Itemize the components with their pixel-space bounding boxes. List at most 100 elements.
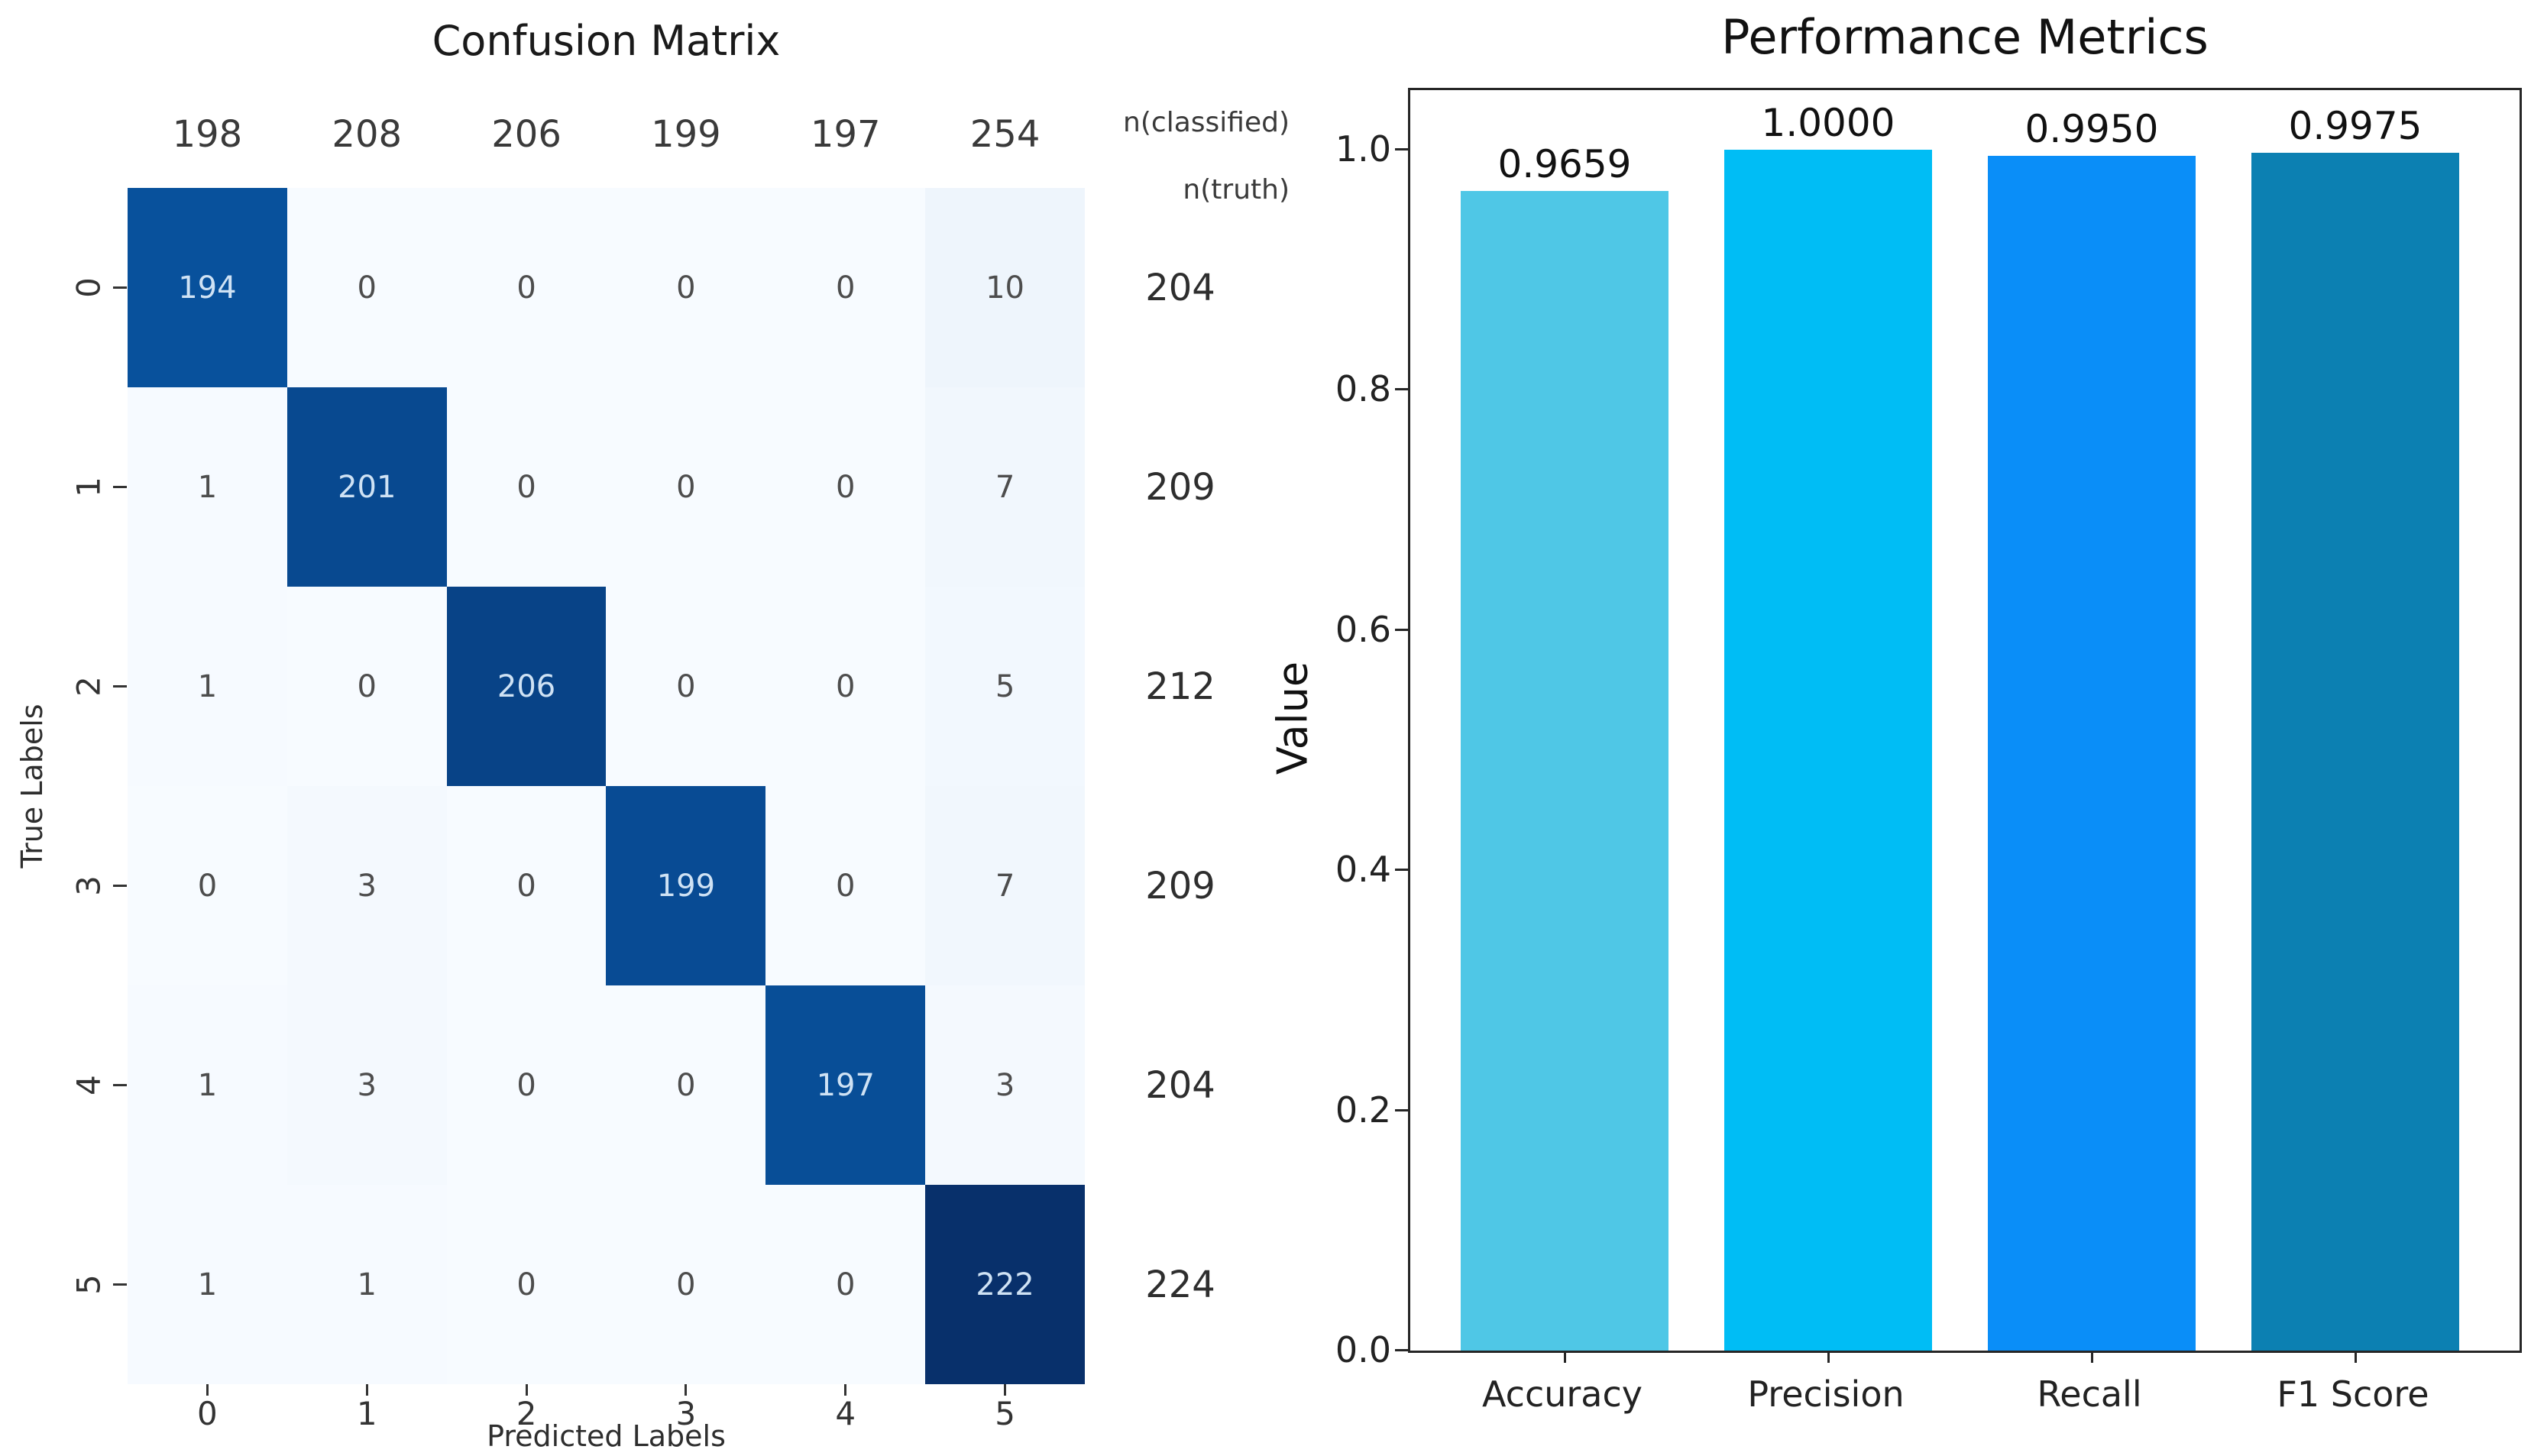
matrix-cell-r3c2: 0 — [446, 786, 607, 985]
matrix-cell-r0c2: 0 — [446, 188, 607, 387]
row-total-0: 204 — [1145, 266, 1215, 309]
bar-category-label-f1-score: F1 Score — [2277, 1373, 2429, 1415]
matrix-cell-r4c5: 3 — [925, 985, 1085, 1185]
matrix-cell-r1c5: 7 — [925, 387, 1085, 587]
matrix-cell-r5c5: 222 — [925, 1185, 1085, 1384]
matrix-cell-r1c2: 0 — [446, 387, 607, 587]
x-tick-label-0: 0 — [197, 1394, 218, 1432]
bar-ytick-label-1: 0.2 — [1335, 1089, 1391, 1131]
matrix-cell-r4c3: 0 — [606, 985, 766, 1185]
bar-recall — [1988, 156, 2196, 1351]
bar-ytick-label-4: 0.8 — [1335, 368, 1391, 410]
matrix-cell-r5c3: 0 — [606, 1185, 766, 1384]
x-tick-mark-1 — [287, 1384, 447, 1396]
x-tick-label-3: 3 — [675, 1394, 697, 1432]
n-truth-header: n(truth) — [1183, 174, 1290, 205]
bar-f1-score — [2251, 153, 2459, 1351]
bar-category-label-recall: Recall — [2037, 1373, 2142, 1415]
x-axis-tick-marks — [128, 1384, 1085, 1396]
x-axis-tick-labels: 0 1 2 3 4 5 — [128, 1393, 1085, 1433]
x-tick-mark-5 — [925, 1384, 1085, 1396]
matrix-cell-r4c1: 3 — [286, 985, 447, 1185]
x-tick-label-1: 1 — [356, 1394, 377, 1432]
row-total-2: 212 — [1145, 665, 1215, 708]
bar-chart-title: Performance Metrics — [1721, 9, 2209, 65]
bar-xtick-mark-2 — [2091, 1351, 2093, 1363]
bar-chart-category-labels: Accuracy Precision Recall F1 Score — [1408, 1373, 2522, 1427]
col-total-0: 198 — [172, 113, 243, 156]
matrix-cell-r0c3: 0 — [606, 188, 766, 387]
bar-ytick-label-3: 0.6 — [1335, 608, 1391, 650]
y-axis-tick-marks — [112, 188, 127, 1384]
bar-value-precision: 1.0000 — [1761, 101, 1895, 145]
column-totals-row: 198 208 206 199 197 254 — [128, 112, 1085, 157]
col-total-5: 254 — [969, 113, 1041, 156]
y-tick-mark-1 — [112, 387, 127, 587]
matrix-cell-r0c5: 10 — [925, 188, 1085, 387]
bar-xtick-mark-3 — [2355, 1351, 2357, 1363]
matrix-cell-r4c2: 0 — [446, 985, 607, 1185]
matrix-cell-r1c4: 0 — [765, 387, 926, 587]
matrix-cell-r3c5: 7 — [925, 786, 1085, 985]
bar-ytick-mark-4 — [1395, 388, 1408, 391]
y-axis-label: True Labels — [15, 704, 49, 869]
matrix-cell-r3c3: 199 — [606, 786, 766, 985]
bar-accuracy — [1461, 191, 1668, 1351]
x-tick-mark-4 — [765, 1384, 925, 1396]
bar-chart-y-axis-label: Value — [1268, 661, 1317, 775]
matrix-cell-r5c2: 0 — [446, 1185, 607, 1384]
matrix-cell-r3c1: 3 — [286, 786, 447, 985]
matrix-cell-r1c0: 1 — [128, 387, 287, 587]
matrix-cell-r5c4: 0 — [765, 1185, 926, 1384]
bar-precision — [1724, 150, 1932, 1351]
matrix-cell-r2c4: 0 — [765, 587, 926, 786]
x-tick-mark-3 — [606, 1384, 765, 1396]
x-tick-mark-0 — [128, 1384, 287, 1396]
row-total-3: 209 — [1145, 864, 1215, 908]
bar-category-label-accuracy: Accuracy — [1481, 1373, 1643, 1415]
matrix-cell-r2c1: 0 — [286, 587, 447, 786]
x-tick-label-5: 5 — [995, 1394, 1015, 1432]
matrix-cell-r3c0: 0 — [128, 786, 287, 985]
bar-category-label-precision: Precision — [1747, 1373, 1905, 1415]
col-total-4: 197 — [810, 113, 881, 156]
matrix-cell-r1c3: 0 — [606, 387, 766, 587]
matrix-cell-r0c0: 194 — [128, 188, 287, 387]
col-total-3: 199 — [651, 113, 721, 156]
confusion-matrix-title: Confusion Matrix — [432, 17, 781, 65]
matrix-cell-r1c1: 201 — [286, 387, 447, 587]
bar-ytick-mark-1 — [1395, 1108, 1408, 1111]
bar-value-accuracy: 0.9659 — [1497, 142, 1632, 186]
matrix-cell-r4c4: 197 — [765, 985, 926, 1185]
matrix-cell-r5c0: 1 — [128, 1185, 287, 1384]
y-tick-mark-0 — [112, 188, 127, 387]
bar-ytick-label-2: 0.4 — [1335, 849, 1391, 891]
matrix-cell-r2c2: 206 — [446, 587, 607, 786]
matrix-cell-r3c4: 0 — [765, 786, 926, 985]
row-total-5: 224 — [1145, 1263, 1215, 1306]
bar-ytick-mark-3 — [1395, 628, 1408, 631]
y-tick-mark-3 — [112, 786, 127, 985]
bar-ytick-label-5: 1.0 — [1335, 128, 1391, 170]
col-total-1: 208 — [332, 113, 403, 156]
matrix-cell-r2c3: 0 — [606, 587, 766, 786]
bar-xtick-mark-1 — [1827, 1351, 1830, 1363]
y-tick-mark-4 — [112, 985, 127, 1185]
row-total-4: 204 — [1145, 1063, 1215, 1107]
x-tick-mark-2 — [447, 1384, 607, 1396]
matrix-cell-r2c0: 1 — [128, 587, 287, 786]
n-classified-header: n(classified) — [1123, 107, 1290, 138]
x-tick-label-2: 2 — [516, 1394, 537, 1432]
bar-value-recall: 0.9950 — [2024, 107, 2159, 151]
col-total-2: 206 — [491, 113, 562, 156]
bar-chart-plot-area: 0.9659 1.0000 0.9950 0.9975 0.0 0.2 0.4 0.6 0.8 1… — [1335, 88, 2522, 1370]
matrix-cell-r0c1: 0 — [286, 188, 447, 387]
bar-ytick-label-0: 0.0 — [1335, 1329, 1391, 1370]
matrix-cell-r2c5: 5 — [925, 587, 1085, 786]
x-tick-label-4: 4 — [835, 1394, 856, 1432]
matrix-cell-r4c0: 1 — [128, 985, 287, 1185]
matrix-cell-r0c4: 0 — [765, 188, 926, 387]
bar-ytick-mark-0 — [1395, 1349, 1408, 1351]
